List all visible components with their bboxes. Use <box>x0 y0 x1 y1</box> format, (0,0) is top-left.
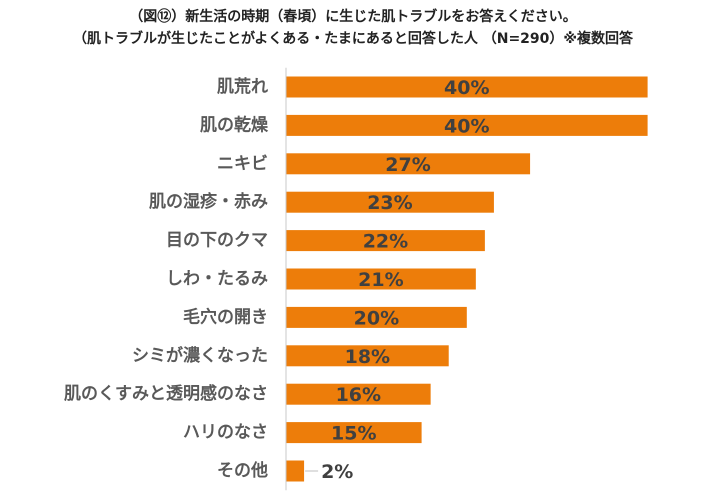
category-label-9: 肌のくすみと透明感のなさ <box>64 383 268 404</box>
chart-subtitle: （肌トラブルが生じたことがよくある・たまにあると回答した人 （N=290）※複数… <box>72 31 634 47</box>
bar-9 <box>286 383 431 405</box>
value-label-5: 22% <box>363 231 408 253</box>
bar-3 <box>286 153 531 175</box>
bar-8 <box>286 345 449 367</box>
category-label-8: シミが濃くなった <box>132 345 268 366</box>
value-label-11: 2% <box>321 461 353 483</box>
category-label-10: ハリのなさ <box>183 423 268 443</box>
category-label-2: 肌の乾燥 <box>200 114 269 135</box>
category-label-11: その他 <box>217 460 268 481</box>
value-label-2: 40% <box>444 115 489 137</box>
bar-2 <box>286 114 648 136</box>
chart-title: （図⑫）新生活の時期（春頃）に生じた肌トラブルをお答えください。 <box>129 9 577 25</box>
bar-4 <box>286 191 494 213</box>
category-label-7: 毛穴の開き <box>183 306 268 327</box>
value-label-3: 27% <box>385 154 430 176</box>
category-label-4: 肌の湿疹・赤み <box>149 191 268 212</box>
bar-6 <box>286 268 476 290</box>
category-label-1: 肌荒れ <box>217 76 268 97</box>
category-label-3: ニキビ <box>217 154 268 174</box>
value-label-6: 21% <box>358 269 403 291</box>
bar-5 <box>286 230 485 252</box>
bar-1 <box>286 76 648 98</box>
bar-7 <box>286 306 467 328</box>
category-label-6: しわ・たるみ <box>166 269 268 289</box>
value-label-7: 20% <box>354 307 399 329</box>
value-label-8: 18% <box>345 346 390 368</box>
bar-10 <box>286 422 422 444</box>
category-label-5: 目の下のクマ <box>166 231 268 251</box>
value-label-1: 40% <box>444 77 489 99</box>
bar-11 <box>286 460 305 482</box>
value-label-9: 16% <box>336 384 381 406</box>
value-label-4: 23% <box>367 192 412 214</box>
value-label-10: 15% <box>331 423 376 445</box>
